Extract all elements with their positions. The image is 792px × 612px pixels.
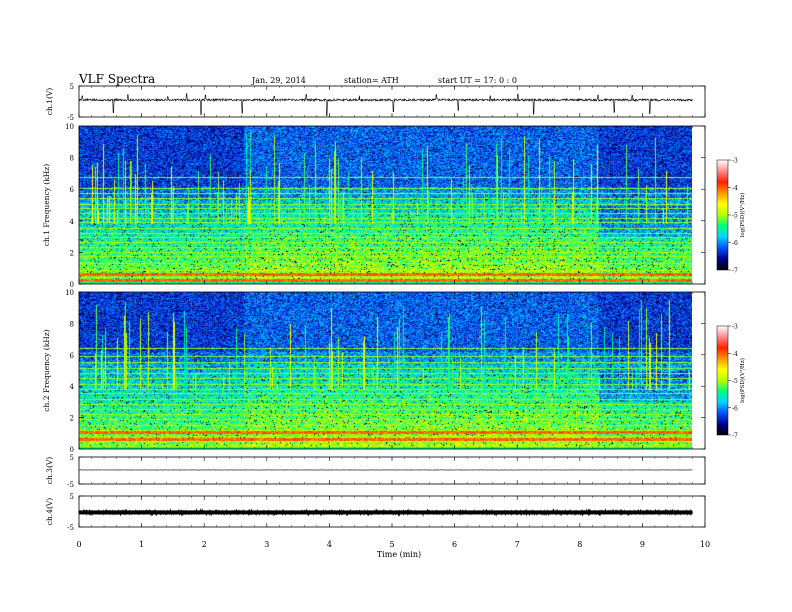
y-tick-label: 5 [70, 493, 74, 501]
y-tick-label: 4 [70, 218, 75, 226]
x-axis-label: Time (min) [377, 550, 421, 559]
y-tick-label: 0 [70, 281, 74, 289]
colorbar-label: log(PSD)(V²/Hz) [739, 358, 746, 403]
y-tick-label: 4 [70, 383, 75, 391]
colorbar-tick-label: -6 [732, 240, 738, 247]
x-tick-label: 4 [327, 540, 332, 549]
y-tick-label: 2 [70, 415, 74, 423]
figure-date: Jan. 29, 2014 [251, 76, 306, 85]
y-axis-label: ch.3(V) [45, 457, 54, 485]
figure-start-time: start UT = 17: 0 : 0 [438, 76, 517, 85]
figure-title: VLF Spectra [78, 72, 155, 86]
colorbar-tick-label: -5 [732, 213, 738, 220]
colorbar-tick-label: -4 [732, 351, 738, 358]
y-tick-label: 10 [65, 123, 74, 131]
panel-frame [78, 85, 706, 118]
x-tick-label: 1 [139, 540, 144, 549]
ch1-waveform-panel: 5 -5 ch.1(V) [45, 83, 706, 122]
colorbar-label: log(PSD)(V²/Hz) [739, 193, 746, 238]
colorbar-tick-label: -3 [732, 158, 738, 165]
x-tick-label: 5 [389, 540, 394, 549]
x-tick-label: 3 [264, 540, 269, 549]
colorbar-tick-label: -3 [732, 324, 738, 331]
y-tick-label: 8 [70, 320, 74, 328]
ch3-waveform-panel: 5 -5 ch.3(V) [45, 454, 706, 489]
y-tick-label: 6 [70, 352, 75, 360]
y-tick-label: -5 [67, 481, 74, 489]
spectrogram-image [79, 292, 692, 449]
ch4-waveform-panel: 5 -5 ch.4(V) [45, 493, 706, 532]
colorbar [716, 159, 729, 271]
x-tick-label: 0 [76, 540, 81, 549]
y-tick-label: -5 [67, 114, 74, 122]
x-tick-label: 8 [577, 540, 582, 549]
time-axis: 0 1 2 3 4 5 6 7 8 9 10 [76, 540, 710, 549]
y-axis-label: ch.2 Frequency (kHz) [42, 329, 51, 411]
y-axis-label: ch.1(V) [45, 88, 54, 116]
y-tick-label: 5 [70, 83, 74, 91]
ch2-spectrogram-panel: 0 2 4 6 8 10 ch.2 Frequency (kHz) -3 -4 -5 -6 -7 log… [42, 289, 746, 454]
spectrogram-image [79, 126, 692, 284]
panel-frame [78, 456, 706, 485]
y-tick-label: 6 [70, 186, 75, 194]
y-tick-label: -5 [67, 524, 74, 532]
x-tick-label: 9 [640, 540, 645, 549]
colorbar-tick-label: -7 [732, 268, 738, 275]
x-tick-label: 6 [452, 540, 457, 549]
x-tick-label: 10 [700, 540, 710, 549]
waveform-line [78, 93, 693, 117]
colorbar-tick-label: -4 [732, 185, 738, 192]
waveform-band [79, 510, 693, 515]
colorbar-tick-label: -5 [732, 378, 738, 385]
colorbar [716, 325, 729, 436]
x-tick-label: 2 [202, 540, 207, 549]
x-tick-label: 7 [515, 540, 520, 549]
figure-station: station= ATH [344, 76, 399, 85]
colorbar-tick-label: -6 [732, 405, 738, 412]
colorbar-tick-label: -7 [732, 433, 738, 440]
y-tick-label: 2 [70, 249, 74, 257]
y-tick-label: 5 [70, 454, 74, 462]
ch1-spectrogram-panel: 0 2 4 6 8 10 ch.1 Frequency (kHz) -3 -4 -5 -6 -7 log… [42, 123, 746, 289]
y-axis-label: ch.1 Frequency (kHz) [42, 164, 51, 246]
y-axis-label: ch.4(V) [45, 498, 54, 526]
y-tick-label: 10 [65, 289, 74, 297]
y-tick-label: 0 [70, 446, 74, 454]
y-tick-label: 8 [70, 155, 74, 163]
